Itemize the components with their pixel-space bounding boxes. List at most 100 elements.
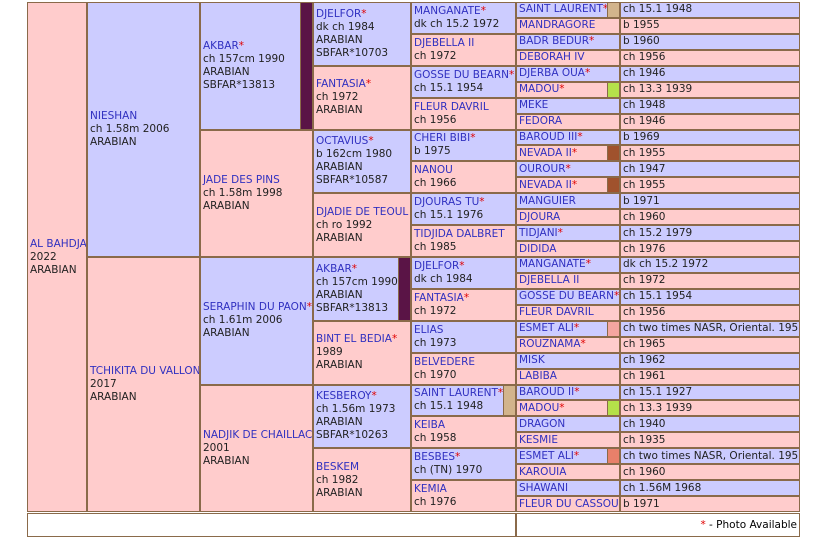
name-line: BESKEM — [316, 461, 408, 474]
horse-detail: ch 15.1 1976 — [414, 209, 484, 222]
horse-name[interactable]: DJERBA OUA — [519, 67, 585, 80]
horse-name[interactable]: KESBEROY — [316, 390, 372, 403]
name-line: DJEBELLA II — [519, 274, 617, 287]
horse-name[interactable]: NADJIK DE CHAILLAC — [203, 428, 313, 441]
horse-detail: ch 1976 — [623, 242, 666, 255]
horse-detail: ch 15.2 1979 — [623, 226, 693, 239]
horse-name[interactable]: DJELFOR — [316, 7, 362, 20]
horse-name[interactable]: MADOU — [519, 401, 560, 414]
horse-name[interactable]: BESBES — [414, 451, 456, 464]
horse-name[interactable]: BADR BEDUR — [519, 35, 590, 48]
pedigree-cell: ch 13.3 1939 — [620, 81, 800, 98]
horse-name[interactable]: LABIBA — [519, 370, 557, 383]
horse-name[interactable]: FANTASIA — [316, 78, 366, 91]
photo-star: * — [497, 387, 504, 400]
horse-name[interactable]: DJADIE DE TEOUL — [316, 205, 409, 218]
horse-name[interactable]: ROUZNAMA — [519, 338, 581, 351]
horse-name[interactable]: GOSSE DU BEARN — [519, 290, 614, 303]
horse-name[interactable]: ESMET ALI — [519, 322, 574, 335]
pedigree-cell: KESMIE — [516, 432, 620, 449]
horse-name[interactable]: TCHIKITA DU VALLON — [90, 365, 200, 377]
horse-detail: ch 1946 — [623, 115, 666, 128]
horse-name[interactable]: JADE DES PINS — [203, 173, 280, 186]
horse-name[interactable]: FEDORA — [519, 115, 563, 128]
horse-name[interactable]: GOSSE DU BEARN — [414, 68, 509, 81]
horse-name[interactable]: MANGANATE — [414, 4, 481, 17]
pedigree-cell: SAINT LAURENT* — [516, 2, 620, 18]
horse-name[interactable]: TIDJIDA DALBRET — [414, 228, 505, 241]
horse-name[interactable]: ESMET ALI — [519, 449, 574, 462]
horse-name[interactable]: MANDRAGORE — [519, 19, 596, 32]
pedigree-cell: ch 15.1 1948 — [620, 2, 800, 18]
horse-name[interactable]: AKBAR — [203, 39, 239, 52]
horse-detail: ch 1.56m 1973 — [316, 403, 396, 416]
horse-name[interactable]: KEIBA — [414, 419, 446, 432]
horse-name[interactable]: FLEUR DAVRIL — [414, 100, 489, 113]
horse-name[interactable]: FANTASIA — [414, 291, 464, 304]
horse-name[interactable]: FLEUR DAVRIL — [519, 306, 594, 319]
pedigree-cell: ch 15.2 1979 — [620, 225, 800, 242]
name-line: KEIBA — [414, 419, 513, 432]
horse-name[interactable]: MEKE — [519, 99, 549, 112]
horse-name[interactable]: DJELFOR — [414, 259, 460, 272]
horse-name[interactable]: DRAGON — [519, 417, 566, 430]
horse-name[interactable]: AKBAR — [316, 262, 352, 275]
horse-name[interactable]: NEVADA II — [519, 178, 572, 191]
horse-name[interactable]: KAROUIA — [519, 465, 567, 478]
horse-name[interactable]: OUROUR — [519, 162, 566, 175]
pedigree-cell: BESBES* ch (TN) 1970 — [411, 448, 516, 481]
pedigree-cell: NEVADA II* — [516, 145, 620, 162]
horse-detail: ch 15.1 1954 — [623, 290, 693, 303]
pedigree-cell: AL BAHDJA 2022 ARABIAN — [27, 2, 87, 512]
horse-name[interactable]: OCTAVIUS — [316, 135, 369, 148]
horse-name[interactable]: NANOU — [414, 164, 453, 177]
horse-name[interactable]: SHAWANI — [519, 481, 569, 494]
horse-name[interactable]: FLEUR DU CASSOU — [519, 497, 619, 510]
pedigree-cell: JADE DES PINS ch 1.58m 1998 ARABIAN — [200, 129, 313, 257]
horse-name[interactable]: SAINT LAURENT — [519, 3, 603, 16]
horse-name[interactable]: DEBORAH IV — [519, 51, 585, 64]
horse-name[interactable]: KEMIA — [414, 483, 447, 496]
horse-name[interactable]: BAROUD II — [519, 385, 575, 398]
photo-star: * — [571, 178, 578, 191]
horse-name[interactable]: SERAPHIN DU PAON — [203, 301, 307, 314]
horse-name[interactable]: BESKEM — [316, 460, 360, 473]
horse-name[interactable]: BELVEDERE — [414, 355, 476, 368]
horse-name[interactable]: MISK — [519, 354, 545, 367]
horse-name[interactable]: BINT EL BEDIA — [316, 333, 392, 346]
horse-name[interactable]: CHERI BIBI — [414, 132, 471, 145]
pedigree-cell: b 1955 — [620, 17, 800, 34]
horse-detail: 2017 — [90, 378, 117, 390]
horse-name[interactable]: SAINT LAURENT — [414, 387, 498, 400]
pedigree-cell: MANGUIER — [516, 193, 620, 210]
horse-name[interactable]: NEVADA II — [519, 146, 572, 159]
horse-detail: b 1960 — [623, 35, 660, 48]
horse-name[interactable]: DJOURA — [519, 210, 561, 223]
horse-name[interactable]: DIDIDA — [519, 242, 557, 255]
horse-detail: b 1971 — [623, 194, 660, 207]
pedigree-cell: ch 15.1 1927 — [620, 384, 800, 401]
horse-name[interactable]: BAROUD III — [519, 130, 578, 143]
name-line: SERAPHIN DU PAON* — [203, 301, 312, 314]
horse-name[interactable]: MANGANATE — [519, 258, 586, 271]
pedigree-cell: KEMIA ch 1976 — [411, 480, 516, 512]
pedigree-cell: MADOU* — [516, 81, 620, 98]
pedigree-cell: NEVADA II* — [516, 177, 620, 194]
horse-name[interactable]: KESMIE — [519, 433, 558, 446]
horse-name[interactable]: MANGUIER — [519, 194, 576, 207]
footer-note: * - Photo Available — [516, 513, 800, 537]
horse-name[interactable]: MADOU — [519, 83, 560, 96]
name-line: ELIAS — [414, 324, 513, 337]
horse-name[interactable]: DJEBELLA II — [414, 36, 475, 49]
horse-name[interactable]: TIDJANI — [519, 226, 558, 239]
name-line: ESMET ALI* — [519, 322, 617, 335]
pedigree-cell: CHERI BIBI* b 1975 — [411, 129, 516, 162]
horse-name[interactable]: DJEBELLA II — [519, 274, 580, 287]
horse-name[interactable]: DJOURAS TU — [414, 196, 480, 209]
horse-name[interactable]: NIESHAN — [90, 110, 138, 122]
horse-name[interactable]: AL BAHDJA — [30, 237, 87, 250]
horse-detail: ch 157cm 1990 — [316, 275, 398, 288]
horse-name[interactable]: ELIAS — [414, 323, 444, 336]
pedigree-cell: ch 1947 — [620, 161, 800, 178]
